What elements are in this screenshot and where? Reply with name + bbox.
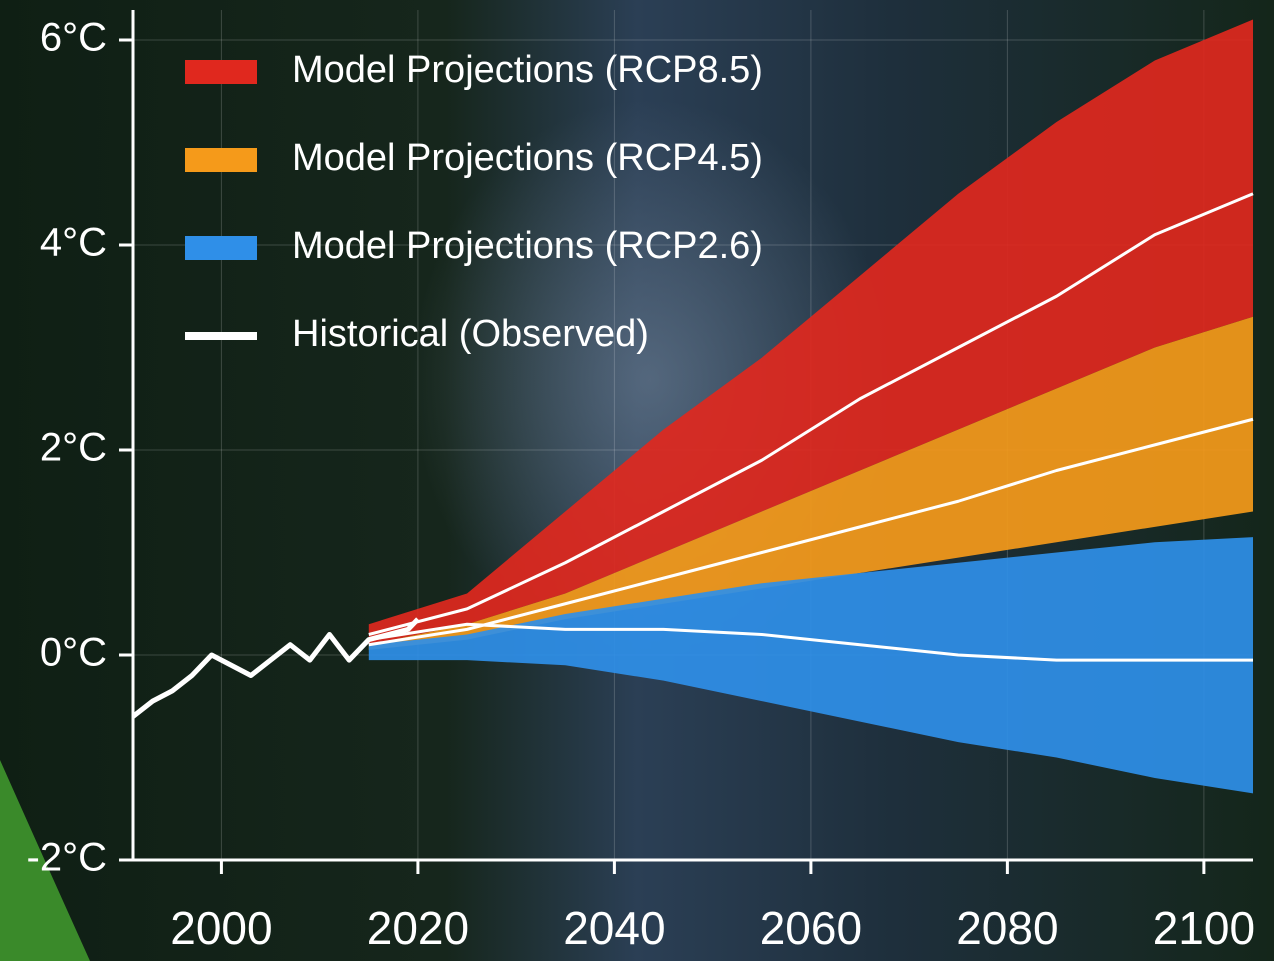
legend-label: Model Projections (RCP2.6) bbox=[292, 225, 763, 267]
x-tick-label: 2060 bbox=[760, 902, 862, 954]
legend-swatch bbox=[185, 332, 257, 340]
corner-accent bbox=[0, 760, 90, 961]
historical-line bbox=[131, 617, 420, 719]
legend-swatch bbox=[185, 236, 257, 260]
projection-band bbox=[368, 316, 1254, 650]
x-tick-label: 2000 bbox=[170, 902, 272, 954]
y-tick-label: 2°C bbox=[40, 426, 107, 470]
legend-label: Historical (Observed) bbox=[292, 313, 649, 355]
x-tick-label: 2020 bbox=[367, 902, 469, 954]
legend-label: Model Projections (RCP8.5) bbox=[292, 49, 763, 91]
median-line bbox=[368, 417, 1254, 647]
x-tick-label: 2040 bbox=[563, 902, 665, 954]
y-tick-label: -2°C bbox=[27, 836, 107, 880]
legend-swatch bbox=[185, 148, 257, 172]
x-tick-label: 2080 bbox=[956, 902, 1058, 954]
projection-band bbox=[368, 19, 1254, 645]
median-line bbox=[368, 192, 1254, 636]
x-tick-label: 2100 bbox=[1153, 902, 1255, 954]
median-line bbox=[368, 622, 1253, 662]
y-tick-label: 4°C bbox=[40, 221, 107, 265]
y-tick-label: 6°C bbox=[40, 16, 107, 60]
legend-swatch bbox=[185, 60, 257, 84]
legend-label: Model Projections (RCP4.5) bbox=[292, 137, 763, 179]
projection-band bbox=[368, 537, 1254, 794]
y-tick-label: 0°C bbox=[40, 631, 107, 675]
